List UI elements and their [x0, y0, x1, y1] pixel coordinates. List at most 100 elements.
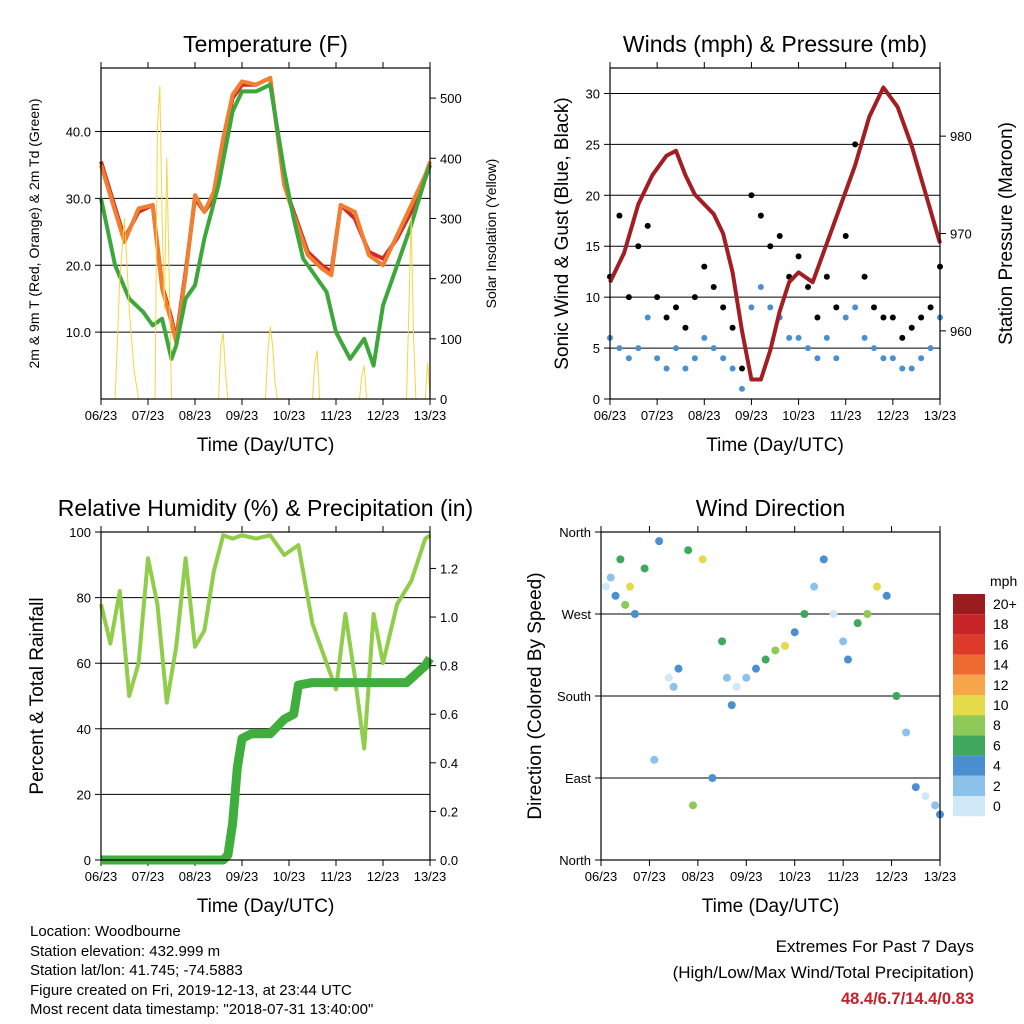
wind-direction-point — [843, 655, 852, 664]
wind-point — [616, 212, 623, 219]
wind-point — [625, 294, 632, 301]
station-latlon: Station lat/lon: 41.745; -74.5883 — [30, 962, 243, 979]
legend-label: 2 — [993, 778, 1001, 794]
plot-frame — [100, 531, 431, 861]
x-tick-label: 11/23 — [320, 408, 352, 423]
y-axis-label-right: Station Pressure (Maroon) — [996, 122, 1017, 345]
legend-title: mph — [990, 573, 1017, 589]
figure-created: Figure created on Fri, 2019-12-13, at 23… — [30, 981, 352, 999]
panel-title: Temperature (F) — [183, 31, 348, 57]
wind-direction-point — [800, 610, 809, 618]
x-tick-label: 12/23 — [367, 408, 400, 423]
wind-point — [842, 233, 849, 240]
x-tick-label: 08/23 — [179, 869, 212, 884]
legend-swatch — [953, 654, 985, 675]
wind-point — [673, 345, 679, 352]
wind-direction-point — [630, 610, 639, 618]
wind-point — [908, 365, 915, 372]
y-axis-label: Sonic Wind & Gust (Blue, Black) — [552, 97, 573, 369]
y-tick-label-right: 1.0 — [440, 610, 458, 625]
x-tick-label: 08/23 — [179, 408, 212, 423]
wind-direction-point — [732, 682, 741, 691]
x-tick-label: 13/23 — [924, 408, 957, 423]
wind-point — [833, 355, 840, 362]
x-axis-label: Time (Day/UTC) — [706, 435, 844, 456]
wind-point — [852, 141, 859, 148]
y-tick-label-right: 500 — [440, 91, 462, 106]
x-tick-label: 13/23 — [414, 869, 447, 884]
y-tick-label: 10.0 — [66, 325, 91, 340]
y-tick-label-right: 0.4 — [440, 756, 458, 771]
series-line — [99, 76, 432, 345]
wind-point — [776, 233, 783, 240]
legend-swatch — [953, 594, 985, 615]
y-tick-label-right: 0 — [440, 392, 447, 407]
wind-point — [625, 355, 632, 362]
legend-label: 10 — [993, 697, 1009, 713]
wind-direction-point — [882, 591, 891, 600]
wind-direction-point — [921, 792, 930, 801]
x-tick-label: 12/23 — [367, 869, 400, 884]
y-tick-label-right: 0.6 — [440, 707, 458, 722]
y-tick-label-right: 0.2 — [440, 804, 458, 819]
panel-4: Wind DirectionNorthEastSouthWestNorth06/… — [525, 495, 1017, 917]
wind-point — [852, 304, 859, 311]
plot-frame — [100, 67, 431, 400]
wind-direction-point — [606, 573, 615, 582]
wind-point — [663, 365, 670, 372]
legend-label: 20+ — [993, 596, 1017, 612]
series-line — [101, 655, 434, 865]
wind-point — [927, 345, 934, 352]
y-tick-label: 10 — [586, 290, 600, 305]
wind-direction-point — [674, 664, 683, 673]
legend-swatch — [953, 735, 985, 756]
y-tick-label: 40 — [77, 722, 91, 737]
wind-point — [616, 345, 623, 352]
series-line — [99, 82, 432, 368]
wind-direction-point — [626, 582, 635, 591]
wind-point — [757, 212, 764, 219]
y-axis-label: Direction (Colored By Speed) — [525, 572, 546, 819]
wind-direction-point — [761, 655, 770, 664]
wind-point — [748, 192, 755, 199]
y-tick-label: East — [565, 771, 591, 786]
x-tick-label: 06/23 — [594, 408, 627, 423]
extremes-panel: Extremes For Past 7 Days (High/Low/Max W… — [673, 934, 974, 1012]
wind-direction-point — [650, 755, 659, 764]
wind-direction-point — [664, 673, 673, 682]
wind-point — [673, 304, 679, 311]
wind-direction-point — [819, 555, 828, 564]
extremes-subtitle: (High/Low/Max Wind/Total Precipitation) — [672, 963, 974, 982]
wind-point — [805, 345, 811, 352]
wind-direction-point — [810, 582, 819, 591]
wind-point — [833, 304, 840, 311]
wind-point — [644, 222, 651, 229]
y-tick-label-right: 400 — [440, 151, 462, 166]
x-tick-label: 11/23 — [830, 408, 862, 423]
series-line — [99, 533, 432, 751]
wind-point — [918, 355, 925, 362]
x-tick-label: 09/23 — [226, 408, 259, 423]
y-tick-label: South — [557, 689, 591, 704]
legend-label: 4 — [993, 758, 1001, 774]
y-tick-label: 60 — [77, 656, 91, 671]
x-tick-label: 10/23 — [273, 408, 306, 423]
wind-direction-point — [790, 628, 799, 637]
wind-point — [757, 283, 764, 290]
wind-point — [635, 345, 642, 352]
legend-label: 12 — [993, 677, 1009, 693]
wind-point — [861, 273, 868, 280]
y-axis-label: 2m & 9m T (Red, Orange) & 2m Td (Green) — [26, 99, 42, 369]
wind-point — [871, 345, 877, 352]
wind-point — [918, 314, 925, 321]
x-tick-label: 09/23 — [226, 869, 259, 884]
wind-direction-point — [708, 774, 717, 782]
wind-direction-point — [616, 555, 625, 564]
panel-2: Winds (mph) & Pressure (mb) 0 5 10 15 20 25 30 9… — [552, 31, 1017, 456]
wind-direction-point — [839, 637, 848, 646]
legend-swatch — [953, 614, 985, 635]
wind-direction-point — [751, 664, 760, 673]
legend-label: 16 — [993, 636, 1009, 652]
wind-point — [889, 314, 896, 321]
wind-point — [795, 253, 802, 260]
